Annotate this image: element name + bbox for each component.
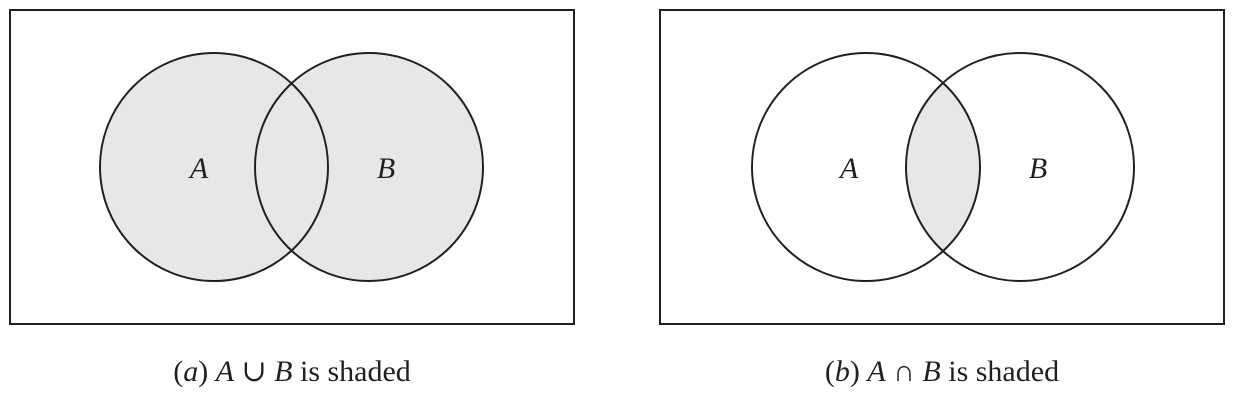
panel-b-circle-b — [905, 52, 1135, 282]
panel-b: A B (b) A ∩ B is shaded — [659, 9, 1225, 388]
panel-a-label-b: B — [377, 152, 395, 185]
panel-a-circle-a — [99, 52, 329, 282]
panel-b-circle-a — [751, 52, 981, 282]
panel-a-caption: (a) A ∪ B is shaded — [173, 355, 411, 388]
panel-b-label-b: B — [1029, 152, 1047, 185]
panel-a-circle-b — [254, 52, 484, 282]
panel-b-shade-intersection — [906, 53, 980, 281]
panel-b-caption: (b) A ∩ B is shaded — [825, 355, 1059, 388]
panel-b-label-a: A — [838, 152, 859, 185]
panel-a-shade-set-b — [255, 53, 483, 281]
panel-a-label-a: A — [188, 152, 209, 185]
panel-a: A B (a) A ∪ B is shaded — [9, 9, 575, 388]
